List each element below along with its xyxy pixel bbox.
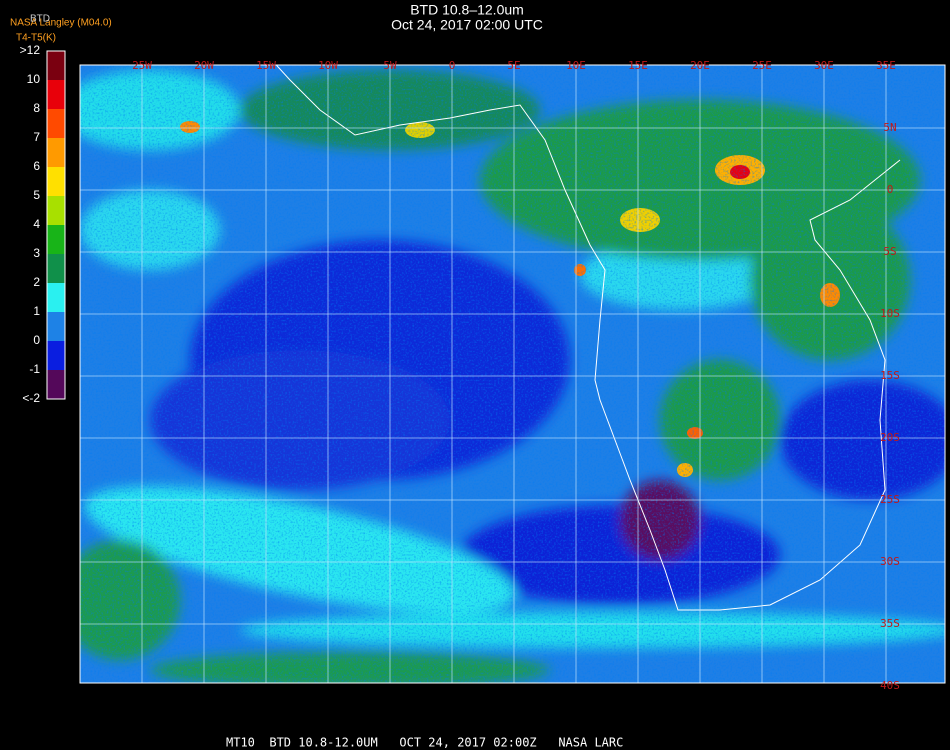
colorbar-label: 1 [33, 304, 40, 318]
graticule [80, 65, 945, 683]
colorbar-label: 10 [27, 72, 41, 86]
lat-label: 20S [880, 431, 900, 444]
coastline [275, 65, 901, 611]
color-band [47, 167, 65, 196]
colorbar-frame [46, 50, 66, 400]
lon-label: 35E [876, 59, 896, 72]
source: NASA Langley (M04.0) [10, 18, 112, 29]
lat-label: 25S [880, 493, 900, 506]
color-band [47, 51, 65, 80]
lat-label: 5S [883, 245, 896, 258]
lon-label: 20W [194, 59, 214, 72]
lon-label: 10E [566, 59, 586, 72]
colorbar-label: 7 [33, 130, 40, 144]
colorbar-label: >12 [20, 43, 41, 57]
title: BTD 10.8–12.0um [410, 2, 524, 18]
colorbar-label: 5 [33, 188, 40, 202]
subtitle: Oct 24, 2017 02:00 UTC [391, 17, 543, 33]
lon-label: 15W [256, 59, 276, 72]
color-band [47, 196, 65, 225]
lat-label: 30S [880, 555, 900, 568]
color-band [47, 370, 65, 399]
lon-label: 10W [318, 59, 338, 72]
lon-label: 25W [132, 59, 152, 72]
product: BTD [30, 14, 50, 25]
lat-labels: 5N 0 5S 10S 15S 20S 25S 30S 35S 40S [880, 121, 900, 692]
lon-labels: 25W 20W 15W 10W 5W 0 5E 10E 15E 20E 25E 30E 35E [132, 59, 896, 72]
color-band [47, 225, 65, 254]
color-band [47, 80, 65, 109]
lon-label: 0 [449, 59, 456, 72]
lat-label: 40S [880, 679, 900, 692]
lat-label: 5N [883, 121, 896, 134]
lat-label: 0 [887, 183, 894, 196]
map-frame [79, 64, 946, 684]
lon-label: 5W [383, 59, 397, 72]
colorbar-label: 2 [33, 275, 40, 289]
color-band [47, 283, 65, 312]
colorbar-label: 8 [33, 101, 40, 115]
footer: MT10 BTD 10.8-12.0UM OCT 24, 2017 02:00Z… [226, 736, 623, 750]
lat-label: 15S [880, 369, 900, 382]
units: T4-T5(K) [16, 33, 56, 44]
colorbar-label: 3 [33, 246, 40, 260]
color-band [47, 312, 65, 341]
color-band [47, 138, 65, 167]
lon-label: 15E [628, 59, 648, 72]
color-band [47, 109, 65, 138]
lat-label: 35S [880, 617, 900, 630]
colorbar-label: 0 [33, 333, 40, 347]
lon-label: 20E [690, 59, 710, 72]
lat-label: 10S [880, 307, 900, 320]
satellite-image [80, 65, 945, 683]
colorbar-label: 6 [33, 159, 40, 173]
lon-label: 5E [507, 59, 520, 72]
lon-label: 30E [814, 59, 834, 72]
colorbar-label: <-2 [22, 391, 40, 405]
color-band [47, 341, 65, 370]
colorbar-label: -1 [29, 362, 40, 376]
lon-label: 25E [752, 59, 772, 72]
color-band [47, 254, 65, 283]
colorbar-label: 4 [33, 217, 40, 231]
